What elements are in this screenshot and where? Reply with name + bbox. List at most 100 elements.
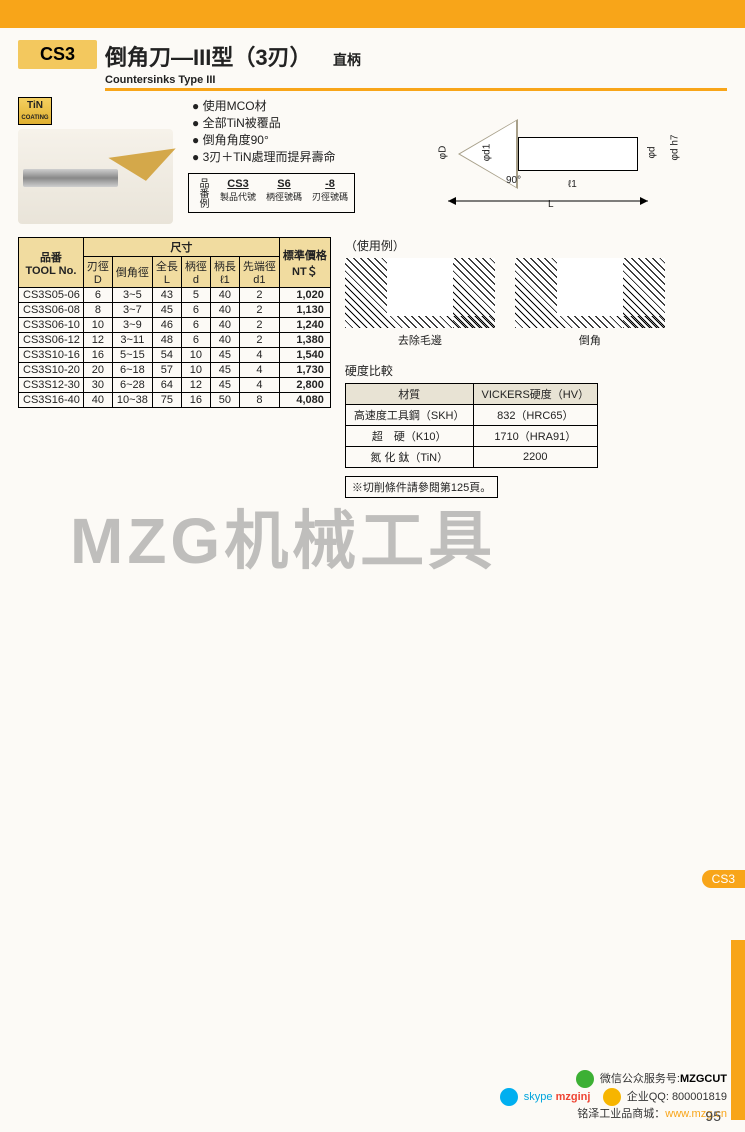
cell-dim: 57 bbox=[152, 363, 181, 378]
wechat-icon bbox=[576, 1070, 594, 1088]
right-edge-bar bbox=[731, 940, 745, 1120]
tool-photo bbox=[18, 129, 173, 224]
cell-dim: 6 bbox=[181, 318, 210, 333]
cell-dim: 30 bbox=[83, 378, 112, 393]
th-size: 尺寸 bbox=[83, 238, 279, 257]
part-number-example-box: 品番例 CS3 製品代號 S6 柄徑號碼 -8 刃徑號碼 bbox=[188, 173, 355, 213]
cell-dim: 5~15 bbox=[112, 348, 152, 363]
cell-price: 1,540 bbox=[279, 348, 330, 363]
cell-dim: 40 bbox=[210, 333, 239, 348]
cell-dim: 4 bbox=[239, 348, 279, 363]
cell-price: 4,080 bbox=[279, 393, 330, 408]
cell-dim: 5 bbox=[181, 288, 210, 303]
table-row: 高速度工具鋼（SKH）832（HRC65） bbox=[345, 405, 597, 426]
cutting-note: ※切削條件請參閱第125頁。 bbox=[345, 476, 498, 498]
table-row: 氮 化 鈦（TiN）2200 bbox=[345, 447, 597, 468]
cell-toolno: CS3S06-10 bbox=[19, 318, 84, 333]
cell-toolno: CS3S05-06 bbox=[19, 288, 84, 303]
dim-angle: 90° bbox=[506, 175, 521, 186]
usage-label: （使用例） bbox=[345, 237, 727, 254]
cell-dim: 2 bbox=[239, 303, 279, 318]
technical-drawing: φD φd1 φd φd h7 ℓ1 L 90° bbox=[388, 97, 727, 227]
table-row: CS3S05-0663~54354021,020 bbox=[19, 288, 331, 303]
dim-line-L bbox=[448, 191, 648, 211]
lower-section: 品番 TOOL No. 尺寸 標準價格 NT＄ 刃徑 D 倒角徑 全長 L 柄徑… bbox=[0, 227, 745, 498]
code-label: 品番例 bbox=[195, 178, 210, 208]
th-tool: 品番 TOOL No. bbox=[19, 238, 84, 288]
cell-dim: 8 bbox=[239, 393, 279, 408]
sh-2: 全長 L bbox=[152, 257, 181, 288]
cell: 832（HRC65） bbox=[473, 405, 598, 426]
top-orange-bar bbox=[0, 0, 745, 28]
cell-dim: 46 bbox=[152, 318, 181, 333]
right-column: （使用例） 去除毛邊 倒角 硬度比較 材質 VICKERS硬度（H bbox=[345, 237, 727, 498]
tin-line1: TiN bbox=[19, 100, 51, 112]
dim-l1: ℓ1 bbox=[568, 179, 577, 190]
cell-dim: 3~9 bbox=[112, 318, 152, 333]
cell-price: 1,130 bbox=[279, 303, 330, 318]
dim-D: φD bbox=[437, 146, 448, 160]
spec-table-wrap: 品番 TOOL No. 尺寸 標準價格 NT＄ 刃徑 D 倒角徑 全長 L 柄徑… bbox=[18, 237, 331, 498]
drawing-shank bbox=[518, 137, 638, 171]
hardness-label: 硬度比較 bbox=[345, 362, 727, 379]
cell-dim: 10 bbox=[83, 318, 112, 333]
cell-price: 1,730 bbox=[279, 363, 330, 378]
cell-dim: 6 bbox=[181, 303, 210, 318]
image-column: TiN COATING bbox=[18, 97, 178, 227]
cell-dim: 50 bbox=[210, 393, 239, 408]
cell-dim: 10 bbox=[181, 363, 210, 378]
cell-toolno: CS3S12-30 bbox=[19, 378, 84, 393]
cell-dim: 45 bbox=[210, 363, 239, 378]
mid-section: TiN COATING 使用MCO材 全部TiN被覆品 倒角角度90° 3刃＋T… bbox=[0, 91, 745, 227]
tin-line2: COATING bbox=[19, 112, 51, 124]
cell-dim: 6 bbox=[181, 333, 210, 348]
qq-icon bbox=[603, 1088, 621, 1106]
feature-bullets: 使用MCO材 全部TiN被覆品 倒角角度90° 3刃＋TiN處理而提昇壽命 bbox=[192, 97, 378, 165]
page-number: 95 bbox=[705, 1108, 721, 1124]
table-row: CS3S10-20206~1857104541,730 bbox=[19, 363, 331, 378]
dim-d: φd bbox=[647, 146, 658, 158]
table-row: CS3S16-404010~3875165084,080 bbox=[19, 393, 331, 408]
cell-dim: 3~5 bbox=[112, 288, 152, 303]
code-part-3: -8 刃徑號碼 bbox=[312, 178, 348, 208]
cell-dim: 45 bbox=[210, 378, 239, 393]
cell-dim: 40 bbox=[210, 288, 239, 303]
code-part-2: S6 柄徑號碼 bbox=[266, 178, 302, 208]
cell-dim: 40 bbox=[210, 303, 239, 318]
cell-dim: 6~18 bbox=[112, 363, 152, 378]
table-row: CS3S06-10103~94664021,240 bbox=[19, 318, 331, 333]
cell-dim: 4 bbox=[239, 363, 279, 378]
product-code-badge: CS3 bbox=[18, 40, 97, 69]
cell-dim: 3~11 bbox=[112, 333, 152, 348]
hard-h0: 材質 bbox=[345, 384, 473, 405]
cell-toolno: CS3S10-20 bbox=[19, 363, 84, 378]
tool-head-graphic bbox=[108, 148, 179, 185]
cell-dim: 4 bbox=[239, 378, 279, 393]
spec-table: 品番 TOOL No. 尺寸 標準價格 NT＄ 刃徑 D 倒角徑 全長 L 柄徑… bbox=[18, 237, 331, 408]
usage-fig-deburr: 去除毛邊 bbox=[345, 258, 495, 348]
cell-dim: 64 bbox=[152, 378, 181, 393]
usage-examples: 去除毛邊 倒角 bbox=[345, 258, 727, 348]
title-block: 倒角刀—III型（3刃） 直柄 Countersinks Type III bbox=[105, 40, 727, 91]
sh-0: 刃徑 D bbox=[83, 257, 112, 288]
sh-4: 柄長 ℓ1 bbox=[210, 257, 239, 288]
table-row: 超 硬（K10）1710（HRA91） bbox=[345, 426, 597, 447]
bullet-1: 使用MCO材 bbox=[192, 97, 378, 114]
sh-1: 倒角徑 bbox=[112, 257, 152, 288]
cell-dim: 6~28 bbox=[112, 378, 152, 393]
cell-dim: 8 bbox=[83, 303, 112, 318]
cell-dim: 75 bbox=[152, 393, 181, 408]
hard-h1: VICKERS硬度（HV） bbox=[473, 384, 598, 405]
cell-dim: 20 bbox=[83, 363, 112, 378]
footer-shop: 铭泽工业品商城：www.mzg.cn bbox=[500, 1106, 727, 1122]
cell-dim: 43 bbox=[152, 288, 181, 303]
skype-icon bbox=[500, 1088, 518, 1106]
code-part-1: CS3 製品代號 bbox=[220, 178, 256, 208]
bullet-4: 3刃＋TiN處理而提昇壽命 bbox=[192, 148, 378, 165]
cell-dim: 2 bbox=[239, 318, 279, 333]
cell: 氮 化 鈦（TiN） bbox=[345, 447, 473, 468]
table-row: CS3S06-12123~114864021,380 bbox=[19, 333, 331, 348]
footer-wechat: 微信公众服务号:MZGCUT bbox=[500, 1070, 727, 1088]
cell: 1710（HRA91） bbox=[473, 426, 598, 447]
footer-skype-qq: skype mzginj 企业QQ: 800001819 bbox=[500, 1088, 727, 1106]
